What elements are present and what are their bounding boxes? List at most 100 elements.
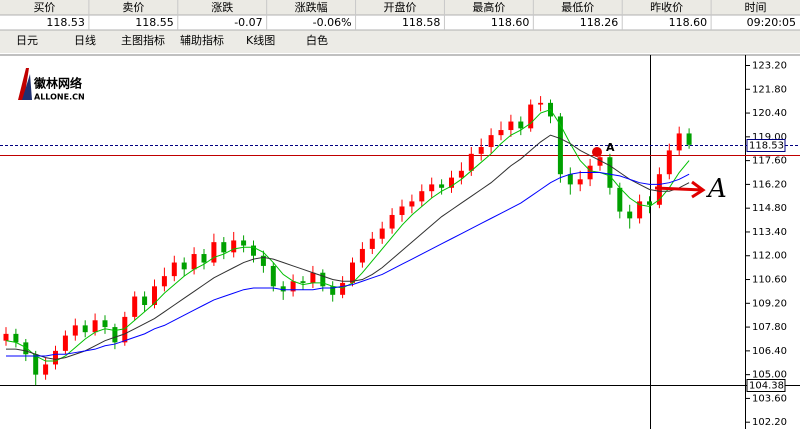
quote-value: 118.58 bbox=[402, 16, 441, 29]
candle-body bbox=[53, 350, 58, 365]
candle-body bbox=[617, 187, 623, 212]
y-tick-label: 107.80 bbox=[752, 322, 787, 333]
candle-body bbox=[399, 206, 405, 215]
candle-body bbox=[152, 286, 157, 305]
logo-icon bbox=[18, 68, 29, 100]
quote-header: 卖价 bbox=[122, 1, 144, 14]
candle-body bbox=[478, 147, 484, 154]
logo-site: ALLONE.CN bbox=[34, 93, 85, 102]
candle-body bbox=[439, 184, 445, 188]
y-tick-label: 106.40 bbox=[752, 346, 787, 357]
quote-header: 最低价 bbox=[561, 1, 594, 14]
candle-body bbox=[458, 170, 464, 178]
candle-body bbox=[221, 242, 227, 253]
candle-body bbox=[13, 333, 19, 343]
quote-value: -0.06% bbox=[313, 16, 352, 29]
candle-body bbox=[577, 179, 583, 185]
y-tick-label: 102.20 bbox=[752, 417, 787, 428]
candle-body bbox=[231, 240, 237, 253]
candle-body bbox=[62, 335, 68, 351]
candle-body bbox=[419, 191, 425, 202]
header-band bbox=[0, 0, 800, 15]
candle-body bbox=[340, 282, 346, 295]
y-tick-label: 116.20 bbox=[752, 179, 787, 190]
candle-body bbox=[33, 354, 39, 375]
candle-body bbox=[637, 201, 643, 219]
toolbar-button[interactable]: K线图 bbox=[246, 33, 275, 47]
candle-body bbox=[468, 153, 474, 171]
candle-body bbox=[567, 174, 573, 185]
toolbar-button[interactable]: 白色 bbox=[306, 33, 328, 47]
candle-body bbox=[122, 316, 128, 343]
y-tick-label: 113.40 bbox=[752, 227, 787, 238]
candle-body bbox=[429, 184, 435, 192]
candle-body bbox=[508, 121, 514, 131]
candle-body bbox=[369, 238, 375, 249]
quote-value: 118.60 bbox=[491, 16, 530, 29]
candle-body bbox=[359, 248, 365, 263]
candle-body bbox=[300, 281, 306, 283]
candle-body bbox=[518, 121, 524, 129]
toolbar-button[interactable]: 日线 bbox=[74, 33, 96, 47]
candle-body bbox=[191, 254, 197, 270]
candle-body bbox=[211, 242, 217, 263]
y-tick-label: 109.20 bbox=[752, 298, 787, 309]
quote-header: 买价 bbox=[33, 1, 55, 14]
annotation: A bbox=[706, 174, 727, 204]
candle-body bbox=[310, 272, 316, 283]
candle-body bbox=[627, 211, 633, 219]
annotation: A bbox=[606, 141, 615, 154]
candle-body bbox=[488, 135, 494, 148]
candle-body bbox=[43, 364, 49, 375]
annotation-arrow bbox=[654, 180, 706, 199]
toolbar-button[interactable]: 辅助指标 bbox=[180, 33, 224, 47]
candle-body bbox=[389, 214, 395, 229]
y-tick-label: 117.60 bbox=[752, 156, 787, 167]
candle-body bbox=[142, 296, 148, 305]
candle-body bbox=[270, 265, 276, 287]
moving-average bbox=[6, 172, 690, 357]
candle-body bbox=[607, 157, 613, 188]
candle-body bbox=[181, 262, 187, 270]
quote-value: 118.55 bbox=[135, 16, 174, 29]
candle-body bbox=[102, 320, 108, 328]
y-tick-label: 123.20 bbox=[752, 60, 787, 71]
logo-name: 徽林网络 bbox=[33, 76, 82, 91]
y-tick-label: 114.80 bbox=[752, 203, 787, 214]
quote-header: 时间 bbox=[745, 1, 767, 14]
quote-value: 09:20:05 bbox=[747, 16, 796, 29]
candle-body bbox=[161, 276, 167, 287]
price-label-box bbox=[746, 379, 786, 392]
price-label-box bbox=[746, 139, 786, 152]
candle-body bbox=[379, 228, 385, 239]
candle-body bbox=[132, 296, 138, 317]
toolbar-button[interactable]: 日元 bbox=[16, 34, 38, 47]
candle-body bbox=[528, 104, 534, 129]
price-label: 104.38 bbox=[749, 381, 784, 392]
candle-body bbox=[676, 133, 682, 151]
quote-header: 涨跌幅 bbox=[295, 0, 328, 14]
candle-body bbox=[241, 240, 247, 246]
candle-body bbox=[260, 255, 266, 266]
y-tick-label: 110.60 bbox=[752, 275, 787, 286]
quote-header: 涨跌 bbox=[211, 0, 233, 14]
y-tick-label: 112.00 bbox=[752, 251, 787, 262]
quote-value: 118.53 bbox=[46, 16, 85, 29]
toolbar-button[interactable]: 主图指标 bbox=[121, 33, 165, 47]
candle-body bbox=[112, 327, 118, 343]
y-tick-label: 105.00 bbox=[752, 370, 787, 381]
candle-body bbox=[290, 281, 296, 292]
price-label: 118.53 bbox=[749, 141, 784, 152]
candle-body bbox=[72, 325, 78, 336]
quote-header: 昨收价 bbox=[650, 0, 683, 14]
quote-value: -0.07 bbox=[234, 16, 262, 29]
candle-body bbox=[251, 245, 256, 256]
y-tick-label: 121.80 bbox=[752, 84, 787, 95]
toolbar-band bbox=[0, 30, 800, 53]
candle-body bbox=[449, 177, 454, 188]
candle-body bbox=[280, 286, 286, 292]
quote-header: 开盘价 bbox=[384, 0, 417, 14]
logo-icon bbox=[22, 74, 32, 100]
annotation-dot bbox=[592, 147, 602, 157]
